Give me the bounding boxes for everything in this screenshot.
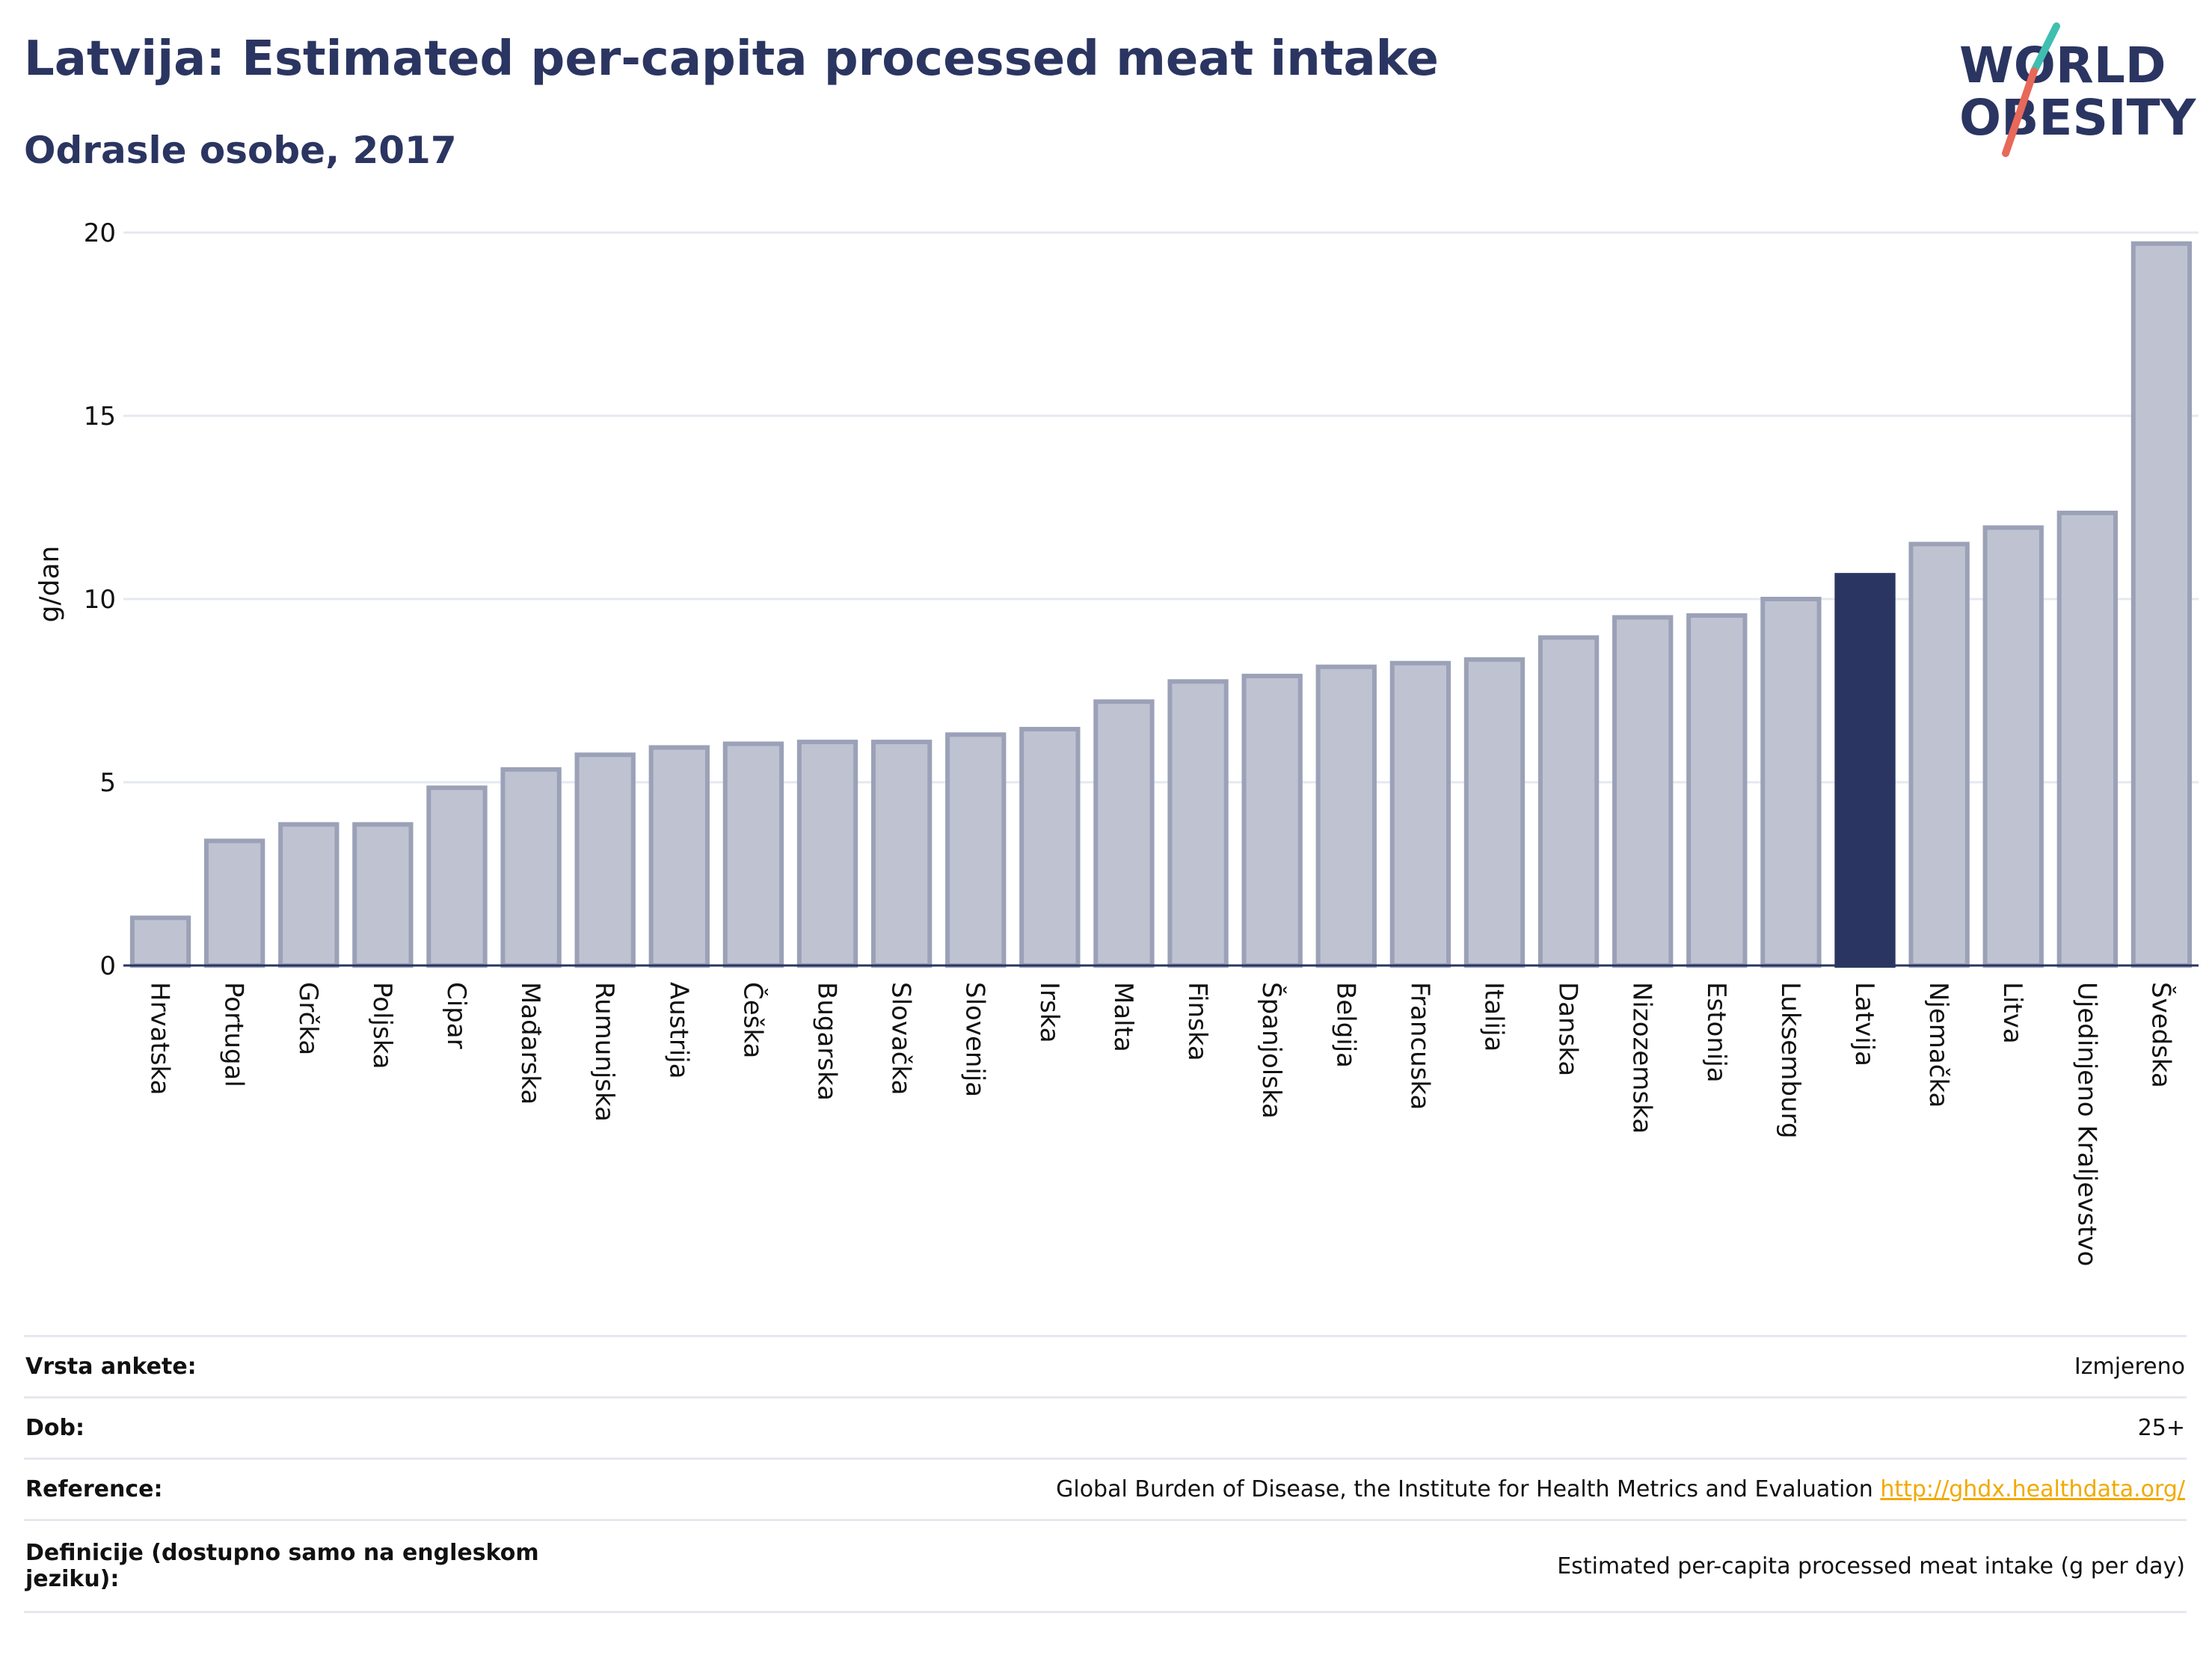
bar: [1760, 597, 1822, 968]
x-tick-label: Irska: [1034, 982, 1064, 1043]
x-tick-label: Njemačka: [1923, 982, 1953, 1108]
bar: [945, 732, 1007, 968]
bar-highlight: [1834, 573, 1896, 968]
bar-chart: 0 5 10 15 20 Hrvatska Portugal Grčka Poljska Cip…: [34, 218, 2199, 1266]
bar: [278, 822, 340, 968]
x-tick-label: Latvija: [1849, 982, 1879, 1066]
bar: [722, 741, 784, 968]
bar: [352, 822, 414, 968]
bar: [1241, 673, 1303, 968]
bar: [1908, 541, 1970, 968]
bar: [500, 767, 562, 968]
reference-value: Global Burden of Disease, the Institute …: [1056, 1476, 1873, 1502]
x-tick-label: Grčka: [293, 982, 323, 1055]
x-tick-label: Austrija: [663, 982, 693, 1079]
x-tick-label: Luksemburg: [1775, 982, 1805, 1138]
bar: [1537, 635, 1600, 968]
survey-type-label: Vrsta ankete:: [24, 1335, 565, 1398]
logo-slash-teal: [2030, 22, 2060, 75]
bar: [129, 915, 191, 968]
info-row-reference: Reference: Global Burden of Disease, the…: [24, 1458, 2187, 1521]
bar: [1463, 657, 1526, 968]
bar: [1093, 699, 1155, 968]
y-axis-ticks: 0 5 10 15 20: [84, 218, 116, 981]
x-tick-label: Malta: [1108, 982, 1138, 1052]
x-tick-label: Češka: [737, 982, 768, 1058]
bar: [2130, 241, 2193, 968]
y-axis-title: g/dan: [34, 546, 65, 623]
x-tick-label: Francuska: [1404, 982, 1434, 1110]
x-tick-label: Nizozemska: [1627, 982, 1657, 1134]
bar: [1167, 679, 1229, 968]
definition-label: Definicije (dostupno samo na engleskom j…: [24, 1519, 565, 1613]
x-tick-label: Ujedinjeno Kraljevstvo: [2071, 982, 2101, 1266]
chart-subtitle: Odrasle osobe, 2017: [24, 129, 457, 172]
reference-label: Reference:: [24, 1458, 565, 1521]
x-tick-label: Rumunjska: [589, 982, 619, 1122]
x-axis-labels: Hrvatska Portugal Grčka Poljska Cipar Mađarsk…: [145, 982, 2177, 1266]
age-value: 25+: [565, 1396, 2187, 1460]
info-row-age: Dob: 25+: [24, 1396, 2187, 1460]
y-tick-label: 0: [99, 951, 116, 981]
bar: [574, 752, 636, 968]
bar: [426, 785, 488, 968]
x-tick-label: Italija: [1478, 982, 1508, 1051]
x-tick-label: Cipar: [441, 982, 471, 1049]
bar: [204, 838, 265, 968]
x-tick-label: Litva: [1997, 982, 2027, 1044]
logo-text-obesity: OBESITY: [1959, 89, 2197, 147]
x-tick-label: Španjolska: [1256, 982, 1287, 1119]
chart-title: Latvija: Estimated per-capita processed …: [24, 31, 1439, 87]
bar: [1612, 615, 1674, 968]
x-tick-label: Slovenija: [960, 982, 990, 1097]
x-tick-label: Slovačka: [886, 982, 916, 1095]
x-tick-label: Finska: [1182, 982, 1212, 1061]
x-tick-label: Hrvatska: [145, 982, 175, 1095]
x-tick-label: Estonija: [1701, 982, 1731, 1083]
bar: [1019, 726, 1081, 968]
bar: [2056, 510, 2118, 968]
y-tick-label: 15: [84, 402, 116, 432]
reference-cell: Global Burden of Disease, the Institute …: [565, 1458, 2187, 1521]
x-tick-label: Bugarska: [812, 982, 842, 1101]
bar: [796, 740, 858, 968]
logo-text-world: WORLD: [1959, 37, 2166, 94]
y-tick-label: 10: [84, 585, 116, 615]
definition-value: Estimated per-capita processed meat inta…: [565, 1519, 2187, 1613]
bar: [1686, 613, 1748, 968]
info-row-definition: Definicije (dostupno samo na engleskom j…: [24, 1519, 2187, 1613]
age-label: Dob:: [24, 1396, 565, 1460]
bars: [129, 241, 2193, 968]
y-tick-label: 20: [84, 218, 116, 248]
x-tick-label: Mađarska: [515, 982, 545, 1105]
logo-slash-red: [2002, 67, 2038, 157]
bar: [1982, 525, 2044, 968]
info-table: Vrsta ankete: Izmjereno Dob: 25+ Referen…: [24, 1335, 2187, 1613]
y-tick-label: 5: [99, 768, 116, 798]
bar: [648, 745, 710, 968]
bar: [870, 740, 933, 968]
world-obesity-logo: WORLD OBESITY: [1959, 22, 2197, 157]
x-tick-label: Švedska: [2145, 982, 2176, 1088]
x-tick-label: Danska: [1553, 982, 1583, 1076]
survey-type-value: Izmjereno: [565, 1335, 2187, 1398]
x-tick-label: Poljska: [367, 982, 397, 1069]
x-tick-label: Belgija: [1330, 982, 1360, 1068]
bar: [1315, 664, 1377, 968]
x-tick-label: Portugal: [219, 982, 249, 1087]
info-row-survey-type: Vrsta ankete: Izmjereno: [24, 1335, 2187, 1398]
bar: [1389, 660, 1451, 968]
reference-link[interactable]: http://ghdx.healthdata.org/: [1880, 1476, 2185, 1502]
